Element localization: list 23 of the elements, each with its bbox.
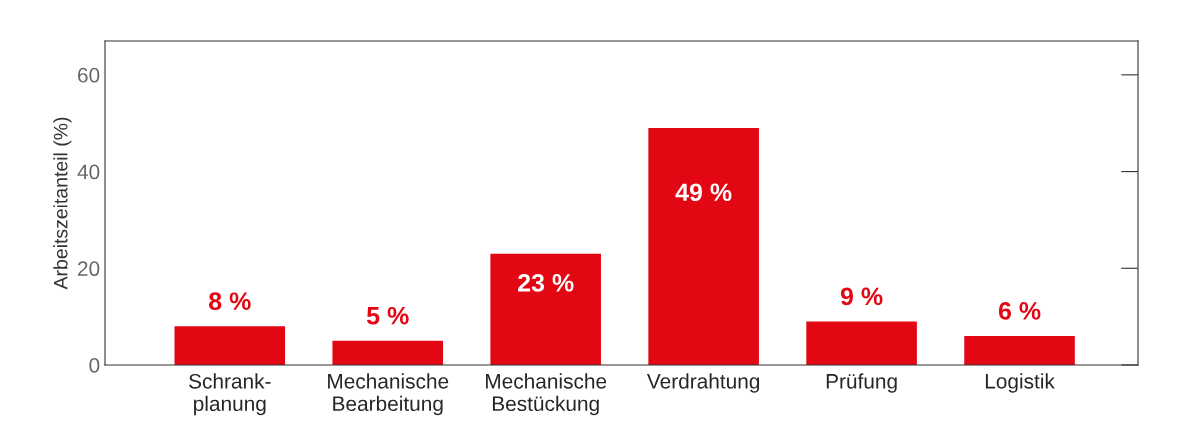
data-label: 6 % [998, 302, 1041, 320]
bar [964, 335, 1075, 365]
data-label: 49 % [675, 183, 732, 202]
bar [174, 326, 286, 365]
data-label: 9 % [840, 287, 883, 306]
data-label: 8 % [209, 292, 251, 311]
bar [490, 253, 601, 365]
y-tick-label: 40 [77, 164, 100, 180]
y-axis-title: Arbeitszeitanteil (%) [53, 117, 72, 290]
x-tick-label: Prüfung [826, 373, 897, 393]
x-tick-label: Mechanische Bearbeitung [328, 373, 449, 416]
bar [332, 340, 444, 365]
x-tick-label: Logistik [985, 373, 1055, 393]
data-label: 5 % [366, 306, 409, 325]
y-tick-label: 20 [78, 261, 100, 277]
bar [806, 321, 917, 365]
x-tick-label: Schrank- planung [189, 373, 271, 416]
bar [648, 128, 759, 365]
y-tick-label: 0 [89, 358, 100, 373]
data-label: 23 % [518, 273, 574, 292]
x-tick-label: Verdrahtung [646, 373, 760, 393]
y-tick-label: 60 [78, 67, 100, 83]
x-tick-label: Mechanische Bestückung [486, 373, 607, 416]
